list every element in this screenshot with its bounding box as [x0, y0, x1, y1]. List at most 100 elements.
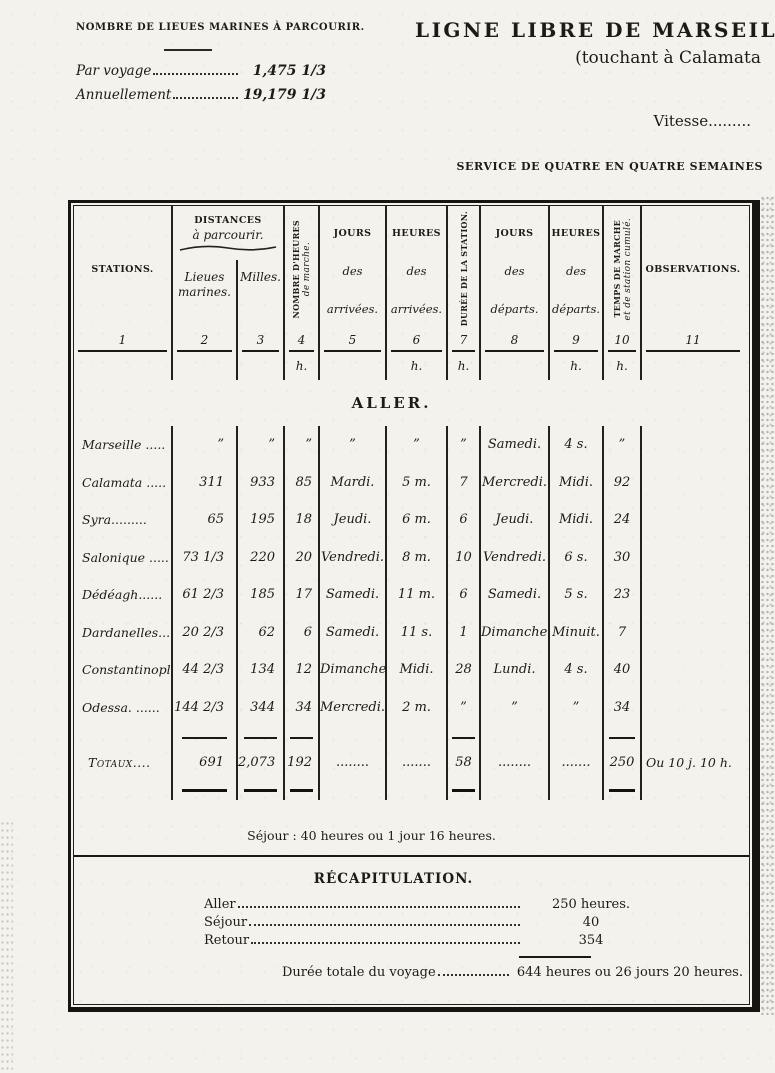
rule [289, 789, 314, 792]
value-cell: 1 [446, 613, 479, 651]
value-cell: ” [479, 688, 548, 726]
col-number: 4 [297, 333, 306, 347]
recap-total-row: Durée totale du voyage 644 heures ou 26 … [282, 956, 743, 980]
value-cell: 6 [446, 501, 479, 539]
value-cell: 18 [283, 501, 318, 539]
rule [609, 789, 635, 792]
value-cell: Mardi. [318, 463, 385, 501]
col-number: 3 [256, 333, 265, 347]
totals-cell: 192 [283, 744, 318, 784]
table-row: Constantinople.. 44 2/3 134 12 Dimanche.… [74, 651, 744, 689]
value-cell: 11 s. [385, 613, 446, 651]
value-cell [640, 426, 744, 464]
post-total-separator-row [74, 784, 744, 800]
value-cell: 20 2/3 [171, 613, 236, 651]
lieues-row-value: 1,475 1/3 [252, 63, 326, 79]
value-cell: Dimanche. [479, 613, 548, 651]
divider [164, 49, 212, 51]
value-cell: 23 [602, 576, 640, 614]
col-number: 10 [614, 333, 630, 347]
units-row: h. h. h. h. h. [74, 354, 744, 380]
value-cell: Jeudi. [318, 501, 385, 539]
value-cell: 134 [236, 651, 283, 689]
station-cell: Dédéagh...... [82, 587, 163, 602]
value-cell: 17 [283, 576, 318, 614]
value-cell: 2 m. [385, 688, 446, 726]
value-cell: Midi. [385, 651, 446, 689]
section-title: ALLER. [351, 394, 432, 412]
rule [554, 350, 598, 352]
value-cell: 44 2/3 [171, 651, 236, 689]
page-title: LIGNE LIBRE DE MARSEILLE À [415, 18, 775, 42]
sejour-note: Séjour : 40 heures ou 1 jour 16 heures. [247, 828, 496, 843]
rule [78, 350, 167, 352]
rule [485, 350, 544, 352]
unit-cell: h. [602, 354, 640, 380]
recap-label: Aller [204, 897, 236, 912]
scan-edge-artifact [0, 820, 13, 1070]
value-cell: 220 [236, 538, 283, 576]
totals-label: Totaux.... [88, 755, 151, 770]
col-header-heures-marche: NOMBRE D'HEURES de marche. [283, 206, 318, 332]
value-cell: 61 2/3 [171, 576, 236, 614]
rule [452, 350, 475, 352]
total-overline [518, 956, 591, 958]
col-header-jours-departs: JOURS des départs. [479, 206, 548, 332]
distances-label: DISTANCES [194, 215, 262, 226]
unit-cell [74, 354, 171, 380]
value-cell: Mercredi. [479, 463, 548, 501]
lieues-row-voyage: Par voyage 1,475 1/3 [76, 63, 326, 79]
totals-cell: 58 [446, 744, 479, 784]
col-number: 11 [685, 333, 701, 347]
value-cell: Samedi. [318, 576, 385, 614]
value-cell: Midi. [548, 463, 602, 501]
value-cell: 5 s. [548, 576, 602, 614]
rule [289, 737, 314, 739]
value-cell: 85 [283, 463, 318, 501]
value-cell: Dimanche. [318, 651, 385, 689]
col-header-temps-marche: TEMPS DE MARCHE et de station cumulé. [602, 206, 640, 332]
col-header-jours-arrivees: JOURS des arrivées. [318, 206, 385, 332]
pre-total-separator-row [74, 726, 744, 744]
recap-label: Retour [204, 933, 250, 948]
rule [181, 789, 228, 792]
value-cell: 6 [446, 576, 479, 614]
col-header-heures-arrivees: HEURES des arrivées. [385, 206, 446, 332]
col-number: 6 [412, 333, 421, 347]
col-number: 5 [348, 333, 357, 347]
value-cell: 20 [283, 538, 318, 576]
value-cell: 344 [236, 688, 283, 726]
dotted-leader [251, 942, 520, 944]
table-row: Salonique ..... 73 1/3 220 20 Vendredi. … [74, 538, 744, 576]
value-cell: ” [318, 426, 385, 464]
dotted-leader [437, 974, 509, 976]
recap-value: 40 [582, 915, 600, 930]
value-cell: Vendredi. [318, 538, 385, 576]
value-cell [640, 501, 744, 539]
value-cell: 311 [171, 463, 236, 501]
recap-row-aller: Aller 250 heures. [204, 897, 656, 915]
rule [244, 737, 277, 739]
station-cell: Marseille ..... [82, 437, 166, 452]
recap-row-sejour: Séjour 40 [204, 915, 656, 933]
table-row: Calamata ..... 311 933 85 Mardi. 5 m. 7 … [74, 463, 744, 501]
value-cell: 4 s. [548, 651, 602, 689]
col-number: 1 [118, 333, 127, 347]
table-row: Marseille ..... ” ” ” ” ” ” Samedi. 4 s.… [74, 426, 744, 464]
value-cell: 6 s. [548, 538, 602, 576]
totals-observation: Ou 10 j. 10 h. [640, 744, 744, 784]
value-cell: 30 [602, 538, 640, 576]
vitesse-line: Vitesse......... [653, 112, 751, 130]
value-cell: Samedi. [479, 426, 548, 464]
unit-cell: h. [283, 354, 318, 380]
col-header-distances-group: DISTANCES à parcourir. Lieues marines. M… [171, 206, 283, 332]
rule [324, 350, 381, 352]
table-row: Dédéagh...... 61 2/3 185 17 Samedi. 11 m… [74, 576, 744, 614]
station-cell: Salonique ..... [82, 549, 169, 565]
rule [609, 737, 635, 739]
table-body: Marseille ..... ” ” ” ” ” ” Samedi. 4 s.… [74, 426, 749, 726]
totals-cell: 2,073 [236, 744, 283, 784]
dotted-leader [237, 906, 520, 908]
totals-row: Totaux.... 691 2,073 192 ........ ......… [74, 744, 744, 784]
dotted-leader [249, 924, 520, 926]
